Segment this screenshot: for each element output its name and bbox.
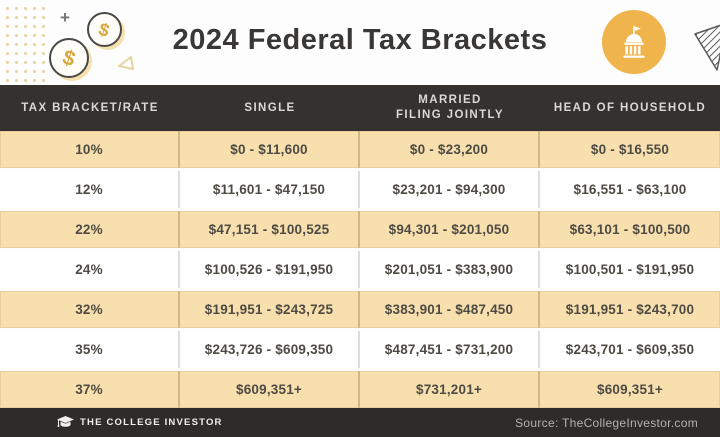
table-row: 12% $11,601 - $47,150 $23,201 - $94,300 …: [0, 171, 720, 211]
source-text: Source: TheCollegeInvestor.com: [515, 415, 698, 430]
cell-rate: 37%: [0, 371, 180, 408]
cell-rate: 12%: [0, 171, 180, 208]
table-row: 37% $609,351+ $731,201+ $609,351+: [0, 371, 720, 408]
cell-rate: 24%: [0, 251, 180, 288]
page-title: 2024 Federal Tax Brackets: [172, 24, 548, 56]
cell-married: $731,201+: [360, 371, 540, 408]
cell-head: $63,101 - $100,500: [569, 222, 691, 237]
cell-head: $243,701 - $609,350: [565, 342, 695, 357]
cell-married: $94,301 - $201,050: [360, 211, 540, 248]
column-header-single: SINGLE: [244, 101, 296, 114]
cell-head: $16,551 - $63,100: [573, 182, 687, 197]
cell-single: $100,526 - $191,950: [180, 251, 360, 288]
cell-single: $11,601 - $47,150: [180, 171, 360, 208]
cell-single: $609,351+: [180, 371, 360, 408]
cell-head: $191,951 - $243,700: [565, 302, 695, 317]
column-header-rate: TAX BRACKET/RATE: [21, 101, 159, 114]
dots-pattern: [3, 4, 49, 84]
cell-married: $383,901 - $487,450: [360, 291, 540, 328]
cell-married: $201,051 - $383,900: [360, 251, 540, 288]
graduation-cap-icon: [57, 416, 74, 427]
dollar-coin-icon: $: [49, 38, 89, 78]
cell-head: $100,501 - $191,950: [565, 262, 695, 277]
column-header-married: MARRIED FILING JOINTLY: [396, 94, 504, 121]
triangle-icon: [118, 56, 134, 70]
masthead: + $ $ 2024 Federal Tax Brackets: [0, 0, 720, 85]
table-body: 10% $0 - $11,600 $0 - $23,200 $0 - $16,5…: [0, 131, 720, 408]
cell-rate: 22%: [0, 211, 180, 248]
table-row: 22% $47,151 - $100,525 $94,301 - $201,05…: [0, 211, 720, 251]
column-header-head-of-household: HEAD OF HOUSEHOLD: [553, 101, 707, 114]
cell-rate: 35%: [0, 331, 180, 368]
cell-head: $609,351+: [597, 382, 663, 397]
table-row: 24% $100,526 - $191,950 $201,051 - $383,…: [0, 251, 720, 291]
cell-single: $0 - $11,600: [180, 131, 360, 168]
striped-flag-icon: [694, 24, 720, 71]
cell-single: $47,151 - $100,525: [180, 211, 360, 248]
plus-icon: +: [60, 8, 70, 27]
tax-brackets-table: TAX BRACKET/RATE SINGLE MARRIED FILING J…: [0, 85, 720, 408]
dollar-coin-icon: $: [87, 12, 122, 47]
table-row: 32% $191,951 - $243,725 $383,901 - $487,…: [0, 291, 720, 331]
capitol-icon: [602, 10, 666, 74]
table-header-row: TAX BRACKET/RATE SINGLE MARRIED FILING J…: [0, 85, 720, 131]
cell-single: $191,951 - $243,725: [180, 291, 360, 328]
cell-married: $23,201 - $94,300: [360, 171, 540, 208]
cell-married: $487,451 - $731,200: [360, 331, 540, 368]
cell-married: $0 - $23,200: [360, 131, 540, 168]
cell-head: $0 - $16,550: [590, 142, 670, 157]
cell-rate: 10%: [0, 131, 180, 168]
brand-label: THE COLLEGE INVESTOR: [80, 417, 223, 428]
table-row: 10% $0 - $11,600 $0 - $23,200 $0 - $16,5…: [0, 131, 720, 171]
footer: THE COLLEGE INVESTOR Source: TheCollegeI…: [0, 408, 720, 437]
brand-logo: THE COLLEGE INVESTOR: [0, 416, 223, 429]
cell-rate: 32%: [0, 291, 180, 328]
table-row: 35% $243,726 - $609,350 $487,451 - $731,…: [0, 331, 720, 371]
cell-single: $243,726 - $609,350: [180, 331, 360, 368]
